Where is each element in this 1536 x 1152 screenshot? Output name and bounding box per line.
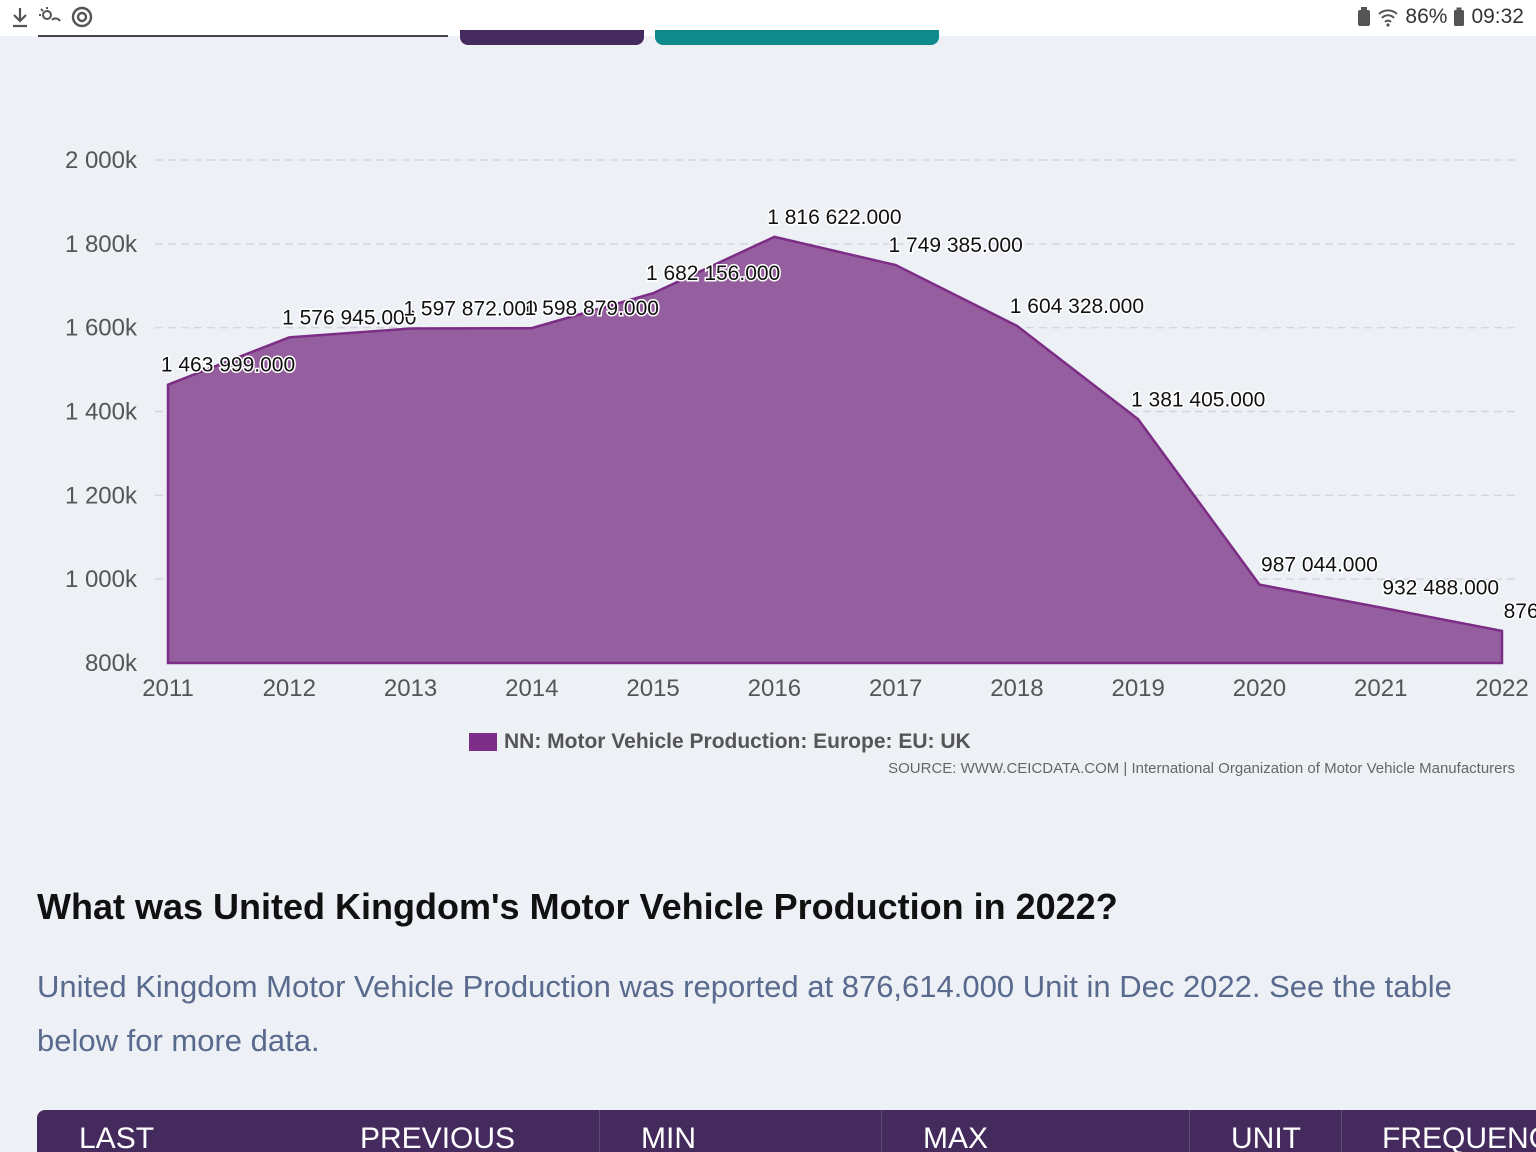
- teal-action-button[interactable]: [655, 30, 939, 45]
- x-tick-label: 2012: [263, 675, 316, 702]
- data-label: 1 463 999.000: [161, 354, 295, 377]
- x-tick-label: 2017: [869, 675, 922, 702]
- data-label: 1 682 156.000: [646, 262, 780, 285]
- y-axis-ticks: 800k 1 000k 1 200k 1 400k 1 600k 1 800k 2 000k: [65, 147, 138, 677]
- series-area: [166, 235, 1504, 665]
- data-label: 1 576 945.000: [282, 306, 416, 329]
- y-tick-label: 800k: [85, 650, 138, 677]
- th-frequency[interactable]: FREQUENC: [1382, 1122, 1536, 1152]
- page-question-heading: What was United Kingdom's Motor Vehicle …: [37, 886, 1118, 927]
- wifi-icon: [1378, 9, 1399, 27]
- data-label: 1 597 872.000: [403, 298, 537, 321]
- y-tick-label: 2 000k: [65, 147, 138, 174]
- x-tick-label: 2022: [1475, 675, 1528, 702]
- battery-icon: [1454, 7, 1465, 26]
- battery-percent: 86%: [1405, 5, 1448, 28]
- x-tick-label: 2015: [626, 675, 679, 702]
- battery-saver-icon: [1358, 7, 1371, 26]
- x-tick-label: 2014: [505, 675, 558, 702]
- data-label: 1 749 385.000: [888, 234, 1022, 257]
- th-min[interactable]: MIN: [641, 1122, 696, 1152]
- x-axis-ticks: 2011 2012 2013 2014 2015 2016 2017 2018 2019 2020…: [142, 675, 1529, 702]
- legend-swatch: [469, 733, 497, 751]
- data-label: 1 381 405.000: [1131, 388, 1265, 411]
- answer-paragraph: United Kingdom Motor Vehicle Production …: [37, 969, 1452, 1058]
- data-label: 932 488.000: [1382, 576, 1499, 599]
- y-tick-label: 1 200k: [65, 482, 138, 509]
- x-tick-label: 2016: [748, 675, 801, 702]
- y-tick-label: 1 000k: [65, 566, 138, 593]
- x-tick-label: 2020: [1233, 675, 1286, 702]
- x-tick-label: 2018: [990, 675, 1043, 702]
- data-label: 876 614.000: [1504, 600, 1536, 623]
- header-divider: [599, 1110, 600, 1152]
- weather-icon: [39, 7, 61, 22]
- purple-action-button[interactable]: [460, 30, 644, 45]
- header-divider: [1341, 1110, 1342, 1152]
- x-tick-label: 2013: [384, 675, 437, 702]
- table-header: LAST PREVIOUS MIN MAX UNIT FREQUENC: [37, 1110, 1536, 1152]
- data-label: 987 044.000: [1261, 554, 1378, 577]
- x-tick-label: 2019: [1111, 675, 1164, 702]
- x-tick-label: 2021: [1354, 675, 1407, 702]
- legend-label: NN: Motor Vehicle Production: Europe: EU…: [504, 730, 971, 753]
- header-divider: [1189, 1110, 1190, 1152]
- download-icon: [13, 8, 27, 28]
- th-unit[interactable]: UNIT: [1231, 1122, 1301, 1152]
- sync-icon: [71, 6, 93, 28]
- th-previous[interactable]: PREVIOUS: [360, 1122, 516, 1152]
- chart-source: SOURCE: WWW.CEICDATA.COM | International…: [888, 760, 1515, 777]
- y-tick-label: 1 800k: [65, 231, 138, 258]
- data-label: 1 604 328.000: [1010, 295, 1144, 318]
- data-label: 1 816 622.000: [767, 206, 901, 229]
- x-tick-label: 2011: [142, 675, 194, 702]
- area-chart: 800k 1 000k 1 200k 1 400k 1 600k 1 800k 2 000k…: [65, 147, 1536, 702]
- y-tick-label: 1 600k: [65, 315, 138, 342]
- th-max[interactable]: MAX: [923, 1122, 989, 1152]
- legend[interactable]: NN: Motor Vehicle Production: Europe: EU…: [469, 730, 971, 754]
- y-tick-label: 1 400k: [65, 399, 138, 426]
- clock: 09:32: [1471, 5, 1524, 28]
- header-divider: [881, 1110, 882, 1152]
- th-last[interactable]: LAST: [79, 1122, 155, 1152]
- search-underline: [38, 35, 448, 37]
- data-label: 1 598 879.000: [525, 297, 659, 320]
